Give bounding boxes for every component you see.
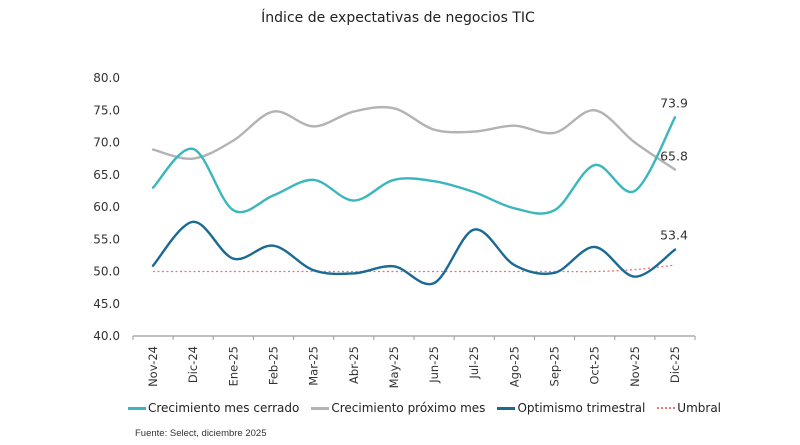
legend-swatch xyxy=(128,406,146,410)
x-tick-label: Dic-24 xyxy=(186,346,200,383)
y-tick-label: 40.0 xyxy=(93,329,120,343)
source-note: Fuente: Select, diciembre 2025 xyxy=(135,428,267,439)
legend-item-crecimiento-mes-cerrado: Crecimiento mes cerrado xyxy=(128,401,299,415)
x-tick-label: Nov-25 xyxy=(628,346,642,387)
series-line-umbral xyxy=(152,264,676,273)
legend: Crecimiento mes cerrado Crecimiento próxi… xyxy=(128,401,733,415)
data-label-crecimiento-mes-cerrado: 73.9 xyxy=(660,95,688,110)
legend-label: Optimismo trimestral xyxy=(517,401,646,415)
x-tick-label: Abr-25 xyxy=(347,346,361,384)
y-tick-label: 70.0 xyxy=(93,136,120,150)
x-tick-label: May-25 xyxy=(387,346,401,388)
data-labels: 65.8 73.9 53.4 xyxy=(660,95,688,242)
series-line-optimismo-trimestral xyxy=(151,220,677,286)
legend-swatch xyxy=(657,407,676,409)
data-label-optimismo-trimestral: 53.4 xyxy=(660,228,688,243)
data-label-crecimiento-proximo-mes: 65.8 xyxy=(660,149,688,164)
series-line-crecimiento-proximo-mes xyxy=(151,105,677,171)
y-tick-label: 65.0 xyxy=(93,168,120,182)
chart-title: Índice de expectativas de negocios TIC xyxy=(261,9,535,26)
y-tick-label: 50.0 xyxy=(93,265,120,279)
x-tick-label: Nov-24 xyxy=(146,346,160,387)
y-tick-label: 80.0 xyxy=(93,71,120,85)
x-tick-label: Jun-25 xyxy=(427,346,441,384)
legend-item-crecimiento-proximo-mes: Crecimiento próximo mes xyxy=(311,401,485,415)
y-tick-label: 75.0 xyxy=(93,103,120,117)
legend-label: Umbral xyxy=(677,401,722,415)
x-tick-label: Sep-25 xyxy=(548,346,562,386)
x-tick-label: Oct-25 xyxy=(588,346,602,385)
legend-item-umbral: Umbral xyxy=(657,401,721,415)
x-tick-label: Ene-25 xyxy=(226,346,240,386)
x-tick-label: Mar-25 xyxy=(307,346,321,386)
x-tick-label: Dic-25 xyxy=(668,346,682,383)
legend-item-optimismo-trimestral: Optimismo trimestral xyxy=(497,401,645,415)
x-tick-label: Jul-25 xyxy=(467,346,481,380)
x-tick-label: Feb-25 xyxy=(266,346,280,385)
legend-label: Crecimiento próximo mes xyxy=(331,401,486,415)
y-tick-label: 45.0 xyxy=(93,297,120,311)
x-tick-label: Ago-25 xyxy=(507,346,521,387)
x-axis: Nov-24 Dic-24 Ene-25 Feb-25 Mar-25 Abr-25 May-… xyxy=(132,335,696,388)
y-tick-label: 55.0 xyxy=(93,232,120,246)
legend-swatch xyxy=(311,406,330,410)
legend-label: Crecimiento mes cerrado xyxy=(148,401,300,415)
y-tick-label: 60.0 xyxy=(93,200,120,214)
legend-swatch xyxy=(497,406,516,410)
series-group xyxy=(151,105,677,286)
y-axis: 40.0 45.0 50.0 55.0 60.0 65.0 70.0 75.0 80.0 xyxy=(93,71,120,343)
series-line-crecimiento-mes-cerrado xyxy=(151,116,677,215)
